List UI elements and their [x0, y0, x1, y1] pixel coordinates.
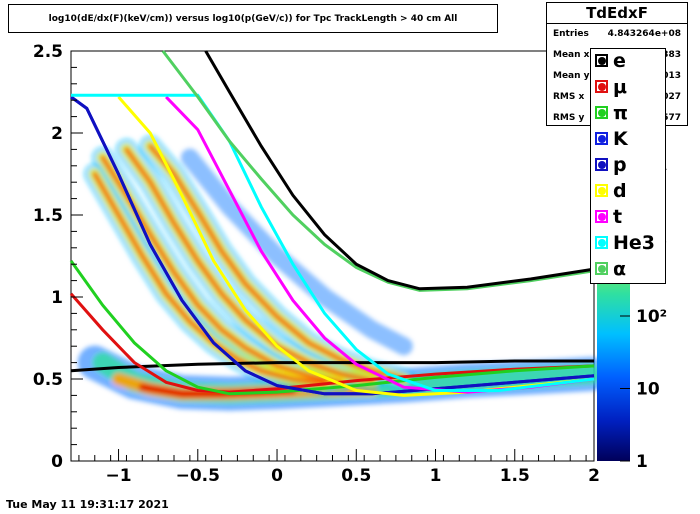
- legend-item: t: [591, 205, 665, 231]
- heatmap-band: [92, 171, 328, 387]
- legend-label: μ: [613, 76, 627, 98]
- x-tick-label: 1: [430, 466, 442, 486]
- stats-row: Entries 4.843264e+08: [547, 24, 687, 45]
- legend-label: d: [613, 180, 627, 202]
- x-tick-label: 0: [271, 466, 283, 486]
- curve-alpha-reference: [204, 50, 595, 291]
- x-tick-label: 0.5: [341, 466, 371, 486]
- stats-name: TdEdxF: [547, 3, 687, 24]
- legend-marker: [598, 57, 606, 65]
- y-tick-label: 0: [51, 452, 63, 472]
- stats-value: 4.843264e+08: [607, 29, 681, 39]
- y-tick-label: 2: [51, 124, 63, 144]
- legend-label: π: [613, 102, 629, 124]
- heatmap-band: [123, 146, 375, 384]
- y-tick-label: 2.5: [33, 42, 63, 62]
- curve-π: [69, 260, 595, 396]
- legend-marker: [598, 161, 606, 169]
- x-tick-label: −1: [106, 466, 132, 486]
- curve-α: [161, 50, 595, 292]
- legend-item: d: [591, 179, 665, 205]
- colorbar-tick-label: 10: [636, 380, 660, 400]
- y-tick-label: 1.5: [33, 206, 63, 226]
- x-tick-label: 2: [588, 466, 600, 486]
- chart-title: log10(dE/dx(F)(keV/cm)) versus log10(p(G…: [8, 4, 498, 33]
- colorbar-tick-label: 10²: [636, 307, 667, 327]
- legend-marker: [598, 239, 606, 247]
- y-tick-label: 1: [51, 288, 63, 308]
- curve-e: [70, 359, 594, 373]
- stats-label: Mean x: [553, 50, 590, 60]
- legend-item: He3: [591, 231, 665, 257]
- x-tick-label: −0.5: [176, 466, 220, 486]
- legend-item: μ: [591, 75, 665, 101]
- legend-item: π: [591, 101, 665, 127]
- legend-marker: [598, 265, 606, 273]
- y-tick-label: 0.5: [33, 370, 63, 390]
- legend-marker: [598, 109, 606, 117]
- legend-item: e: [591, 49, 665, 75]
- legend-label: t: [613, 206, 623, 228]
- colorbar-tick-label: 1: [636, 452, 648, 472]
- x-tick-label: 1.5: [500, 466, 530, 486]
- legend-marker: [598, 135, 606, 143]
- stats-label: Mean y: [553, 71, 590, 81]
- legend-marker: [598, 187, 606, 195]
- legend-label: K: [613, 128, 628, 150]
- curve-μ: [69, 292, 595, 394]
- legend-item: α: [591, 257, 665, 283]
- timestamp: Tue May 11 19:31:17 2021: [6, 498, 169, 511]
- legend-item: p: [591, 153, 665, 179]
- stats-label: RMS y: [553, 113, 585, 123]
- legend-item: K: [591, 127, 665, 153]
- legend-marker: [598, 83, 606, 91]
- legend-label: He3: [613, 232, 656, 254]
- legend-label: p: [613, 154, 627, 176]
- legend-label: α: [613, 258, 627, 280]
- legend-label: e: [613, 50, 626, 72]
- stats-label: RMS x: [553, 92, 585, 102]
- legend-marker: [598, 213, 606, 221]
- stats-label: Entries: [553, 29, 589, 39]
